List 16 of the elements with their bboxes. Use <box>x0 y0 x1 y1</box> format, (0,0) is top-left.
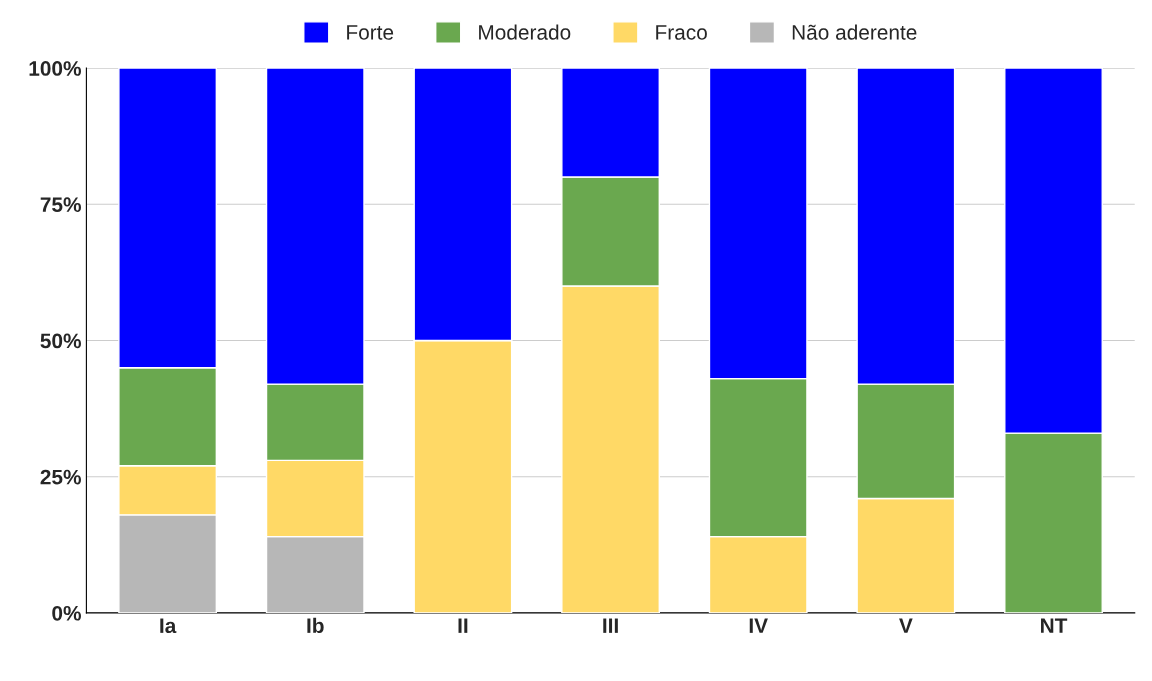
y-tick-label: 50% <box>40 333 81 349</box>
y-tick-label: 100% <box>29 61 81 76</box>
x-tick-label: NT <box>1041 618 1068 633</box>
legend-label: Fraco <box>656 25 707 40</box>
y-tick-label: 25% <box>40 469 81 485</box>
legend-label: Moderado <box>479 24 571 40</box>
legend-label: Não aderente <box>792 24 917 40</box>
x-tick-label: III <box>603 618 618 633</box>
x-tick-label: II <box>458 618 468 633</box>
x-tick-label: IV <box>749 618 768 633</box>
x-tick-label: V <box>899 618 913 633</box>
y-tick-label: 75% <box>40 197 81 213</box>
y-tick-label: 0% <box>52 605 81 621</box>
x-tick-label: Ia <box>160 618 177 634</box>
legend-label: Forte <box>347 25 394 40</box>
x-tick-label: Ib <box>307 617 324 634</box>
